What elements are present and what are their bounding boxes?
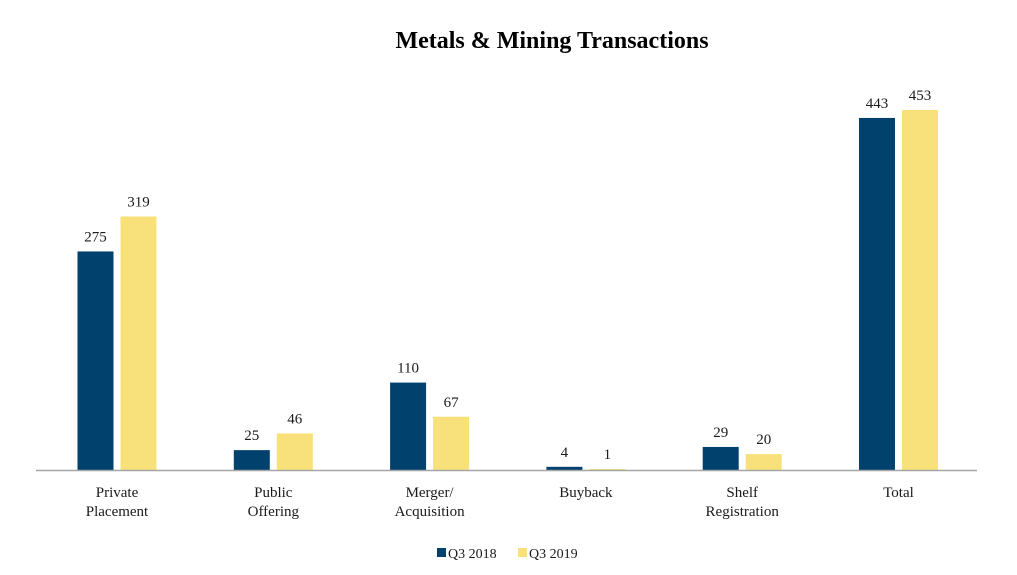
bar-q3-2018 <box>77 251 114 470</box>
data-label: 110 <box>397 361 419 377</box>
legend-label: Q3 2019 <box>529 547 578 562</box>
x-tick-label: Buyback <box>559 485 613 501</box>
bar-q3-2019 <box>433 416 470 470</box>
x-tick-label: Acquisition <box>395 504 465 520</box>
legend: Q3 2018 Q3 2019 <box>437 547 578 562</box>
x-tick-label: Registration <box>706 504 780 520</box>
bar-q3-2018 <box>702 446 739 470</box>
data-label: 453 <box>909 88 932 104</box>
data-label: 319 <box>127 194 150 210</box>
x-tick-label: Offering <box>248 504 300 520</box>
bar-q3-2018 <box>546 466 583 470</box>
bar-q3-2018 <box>390 382 427 470</box>
data-label: 67 <box>444 395 460 411</box>
bar-q3-2018 <box>233 450 270 470</box>
bar-q3-2018 <box>859 117 895 470</box>
data-label: 46 <box>287 411 303 427</box>
data-label: 25 <box>244 428 259 444</box>
x-tick-label: Shelf <box>726 485 758 501</box>
x-tick-label: Merger/ <box>406 485 455 501</box>
bar-q3-2019 <box>902 110 938 470</box>
data-label: 443 <box>866 96 889 112</box>
x-tick-label: Private <box>96 485 139 501</box>
data-label: 29 <box>713 425 728 441</box>
data-label: 1 <box>604 447 612 463</box>
bar-q3-2019 <box>745 454 782 470</box>
legend-label: Q3 2018 <box>448 547 497 562</box>
data-label: 20 <box>756 432 771 448</box>
x-tick-label: Placement <box>86 504 149 520</box>
bar-q3-2019 <box>120 216 157 470</box>
x-tick-label: Total <box>883 485 914 501</box>
data-label: 275 <box>84 229 107 245</box>
chart-title: Metals & Mining Transactions <box>395 28 708 54</box>
x-tick-label: Public <box>254 485 293 501</box>
bar-q3-2019 <box>589 469 626 470</box>
bar-q3-2019 <box>276 433 313 470</box>
data-label: 4 <box>561 445 569 461</box>
legend-swatch <box>437 548 446 557</box>
legend-swatch <box>518 548 527 557</box>
